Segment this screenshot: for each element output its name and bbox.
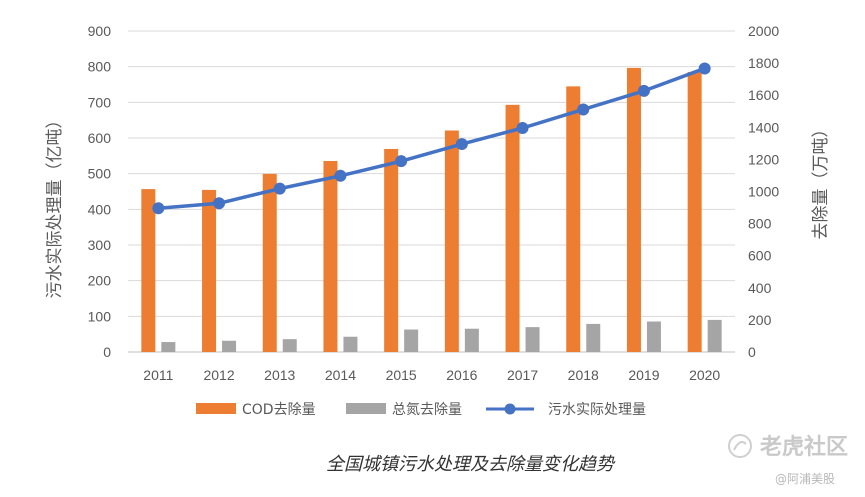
bar-nitrogen [708,320,722,352]
x-tick-label: 2017 [507,367,538,383]
line-point [213,197,225,209]
bar-nitrogen [647,322,661,352]
left-tick-label: 200 [88,273,112,289]
legend: COD去除量 总氮去除量 污水实际处理量 [196,402,646,418]
line-point [699,62,711,74]
line-point [274,183,286,195]
line-point [334,170,346,182]
x-tick-label: 2011 [143,367,173,383]
watermark-sub-text: @阿浦美股 [775,472,835,486]
x-tick-label: 2013 [264,367,295,383]
bar-nitrogen [161,342,175,352]
bar-nitrogen [222,341,236,352]
bar-cod [627,68,641,352]
bar-cod [445,131,459,352]
legend-swatch-nitrogen [346,403,386,414]
legend-label-line: 污水实际处理量 [548,402,646,418]
left-tick-label: 900 [88,23,112,39]
legend-label-nitrogen: 总氮去除量 [392,402,462,418]
x-tick-label: 2016 [446,367,477,383]
right-tick-label: 800 [748,216,772,232]
left-axis-ticks: 0 100 200 300 400 500 600 700 800 900 [88,23,112,360]
grid-lines [128,31,735,352]
bar-cod [506,105,520,352]
bar-cod [384,149,398,352]
left-tick-label: 800 [88,59,112,75]
right-axis-title: 去除量（万吨） [811,121,831,240]
left-tick-label: 0 [103,344,111,360]
line-point [152,202,164,214]
x-tick-label: 2019 [628,367,659,383]
bar-cod [263,174,277,352]
left-axis-title: 污水实际处理量（亿吨） [45,112,65,299]
bar-nitrogen [404,330,418,352]
right-tick-label: 1800 [748,55,779,71]
bar-nitrogen [283,339,297,352]
watermark-logo-icon [729,435,751,457]
legend-swatch-cod [196,403,236,414]
right-tick-label: 1200 [748,151,779,167]
right-tick-label: 2000 [748,23,779,39]
watermark: 老虎社区 @阿浦美股 [729,434,848,486]
bar-nitrogen [526,327,540,352]
bar-cod [566,86,580,352]
bar-nitrogen [343,337,357,352]
bar-cod [202,190,216,352]
chart-caption: 全国城镇污水处理及去除量变化趋势 [326,454,616,475]
line-point [577,103,589,115]
bar-series [141,68,721,352]
right-tick-label: 1000 [748,184,779,200]
watermark-main-text: 老虎社区 [759,434,848,460]
x-tick-label: 2020 [689,367,720,383]
bar-cod [323,161,337,352]
left-tick-label: 500 [88,166,112,182]
x-axis-ticks: 2011 2012 2013 2014 2015 2016 2017 2018 2019 2020 [143,367,720,383]
right-axis-ticks: 0 200 400 600 800 1000 1200 1400 1600 1800 2000 [748,23,779,360]
right-tick-label: 400 [748,280,772,296]
right-tick-label: 1600 [748,87,779,103]
x-tick-label: 2012 [203,367,234,383]
left-tick-label: 700 [88,94,112,110]
left-tick-label: 600 [88,130,112,146]
bar-cod [688,72,702,352]
line-point [638,85,650,97]
legend-marker-line [505,404,516,415]
right-tick-label: 0 [748,344,756,360]
right-tick-label: 600 [748,248,772,264]
watermark-logo-stroke [734,442,746,450]
right-tick-label: 1400 [748,119,779,135]
line-point [395,155,407,167]
legend-label-cod: COD去除量 [242,402,316,418]
x-tick-label: 2014 [325,367,356,383]
left-tick-label: 300 [88,237,112,253]
bar-nitrogen [465,329,479,352]
left-tick-label: 400 [88,201,112,217]
bar-nitrogen [586,324,600,352]
right-tick-label: 200 [748,312,772,328]
x-tick-label: 2015 [386,367,417,383]
left-tick-label: 100 [88,308,112,324]
line-point [456,138,468,150]
line-point [517,122,529,134]
bar-cod [141,189,155,352]
x-tick-label: 2018 [568,367,599,383]
